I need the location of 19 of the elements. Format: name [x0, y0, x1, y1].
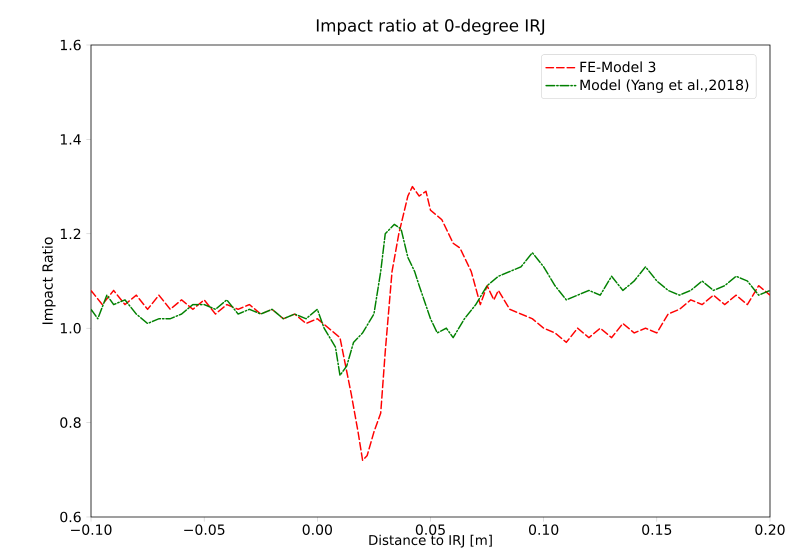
- x-tick-label: 0.10: [529, 524, 558, 535]
- line-series: [91, 224, 770, 376]
- y-tick-label: 1.0: [60, 322, 81, 334]
- x-tick-label: 0.15: [642, 524, 672, 535]
- legend-label: FE-Model 3: [580, 61, 656, 72]
- x-tick-label: −0.05: [184, 524, 224, 535]
- x-tick-label: 0.05: [416, 524, 445, 535]
- y-tick-label: 1.2: [60, 228, 80, 239]
- legend-label: Model (Yang et al.,2018): [580, 79, 748, 93]
- chart-title: Impact ratio at 0-degree IRJ: [316, 18, 544, 35]
- x-axis-title: Distance to IRJ [m]: [369, 534, 492, 548]
- y-axis-title: Impact Ratio: [42, 237, 56, 324]
- y-tick-label: 0.6: [60, 512, 81, 522]
- y-tick-label: 1.4: [60, 134, 81, 144]
- y-tick-label: 1.6: [60, 40, 81, 50]
- y-tick-label: 0.8: [60, 417, 81, 428]
- x-tick-label: 0.20: [755, 524, 785, 535]
- x-tick-label: −0.10: [71, 524, 112, 535]
- x-tick-label: 0.00: [302, 524, 332, 535]
